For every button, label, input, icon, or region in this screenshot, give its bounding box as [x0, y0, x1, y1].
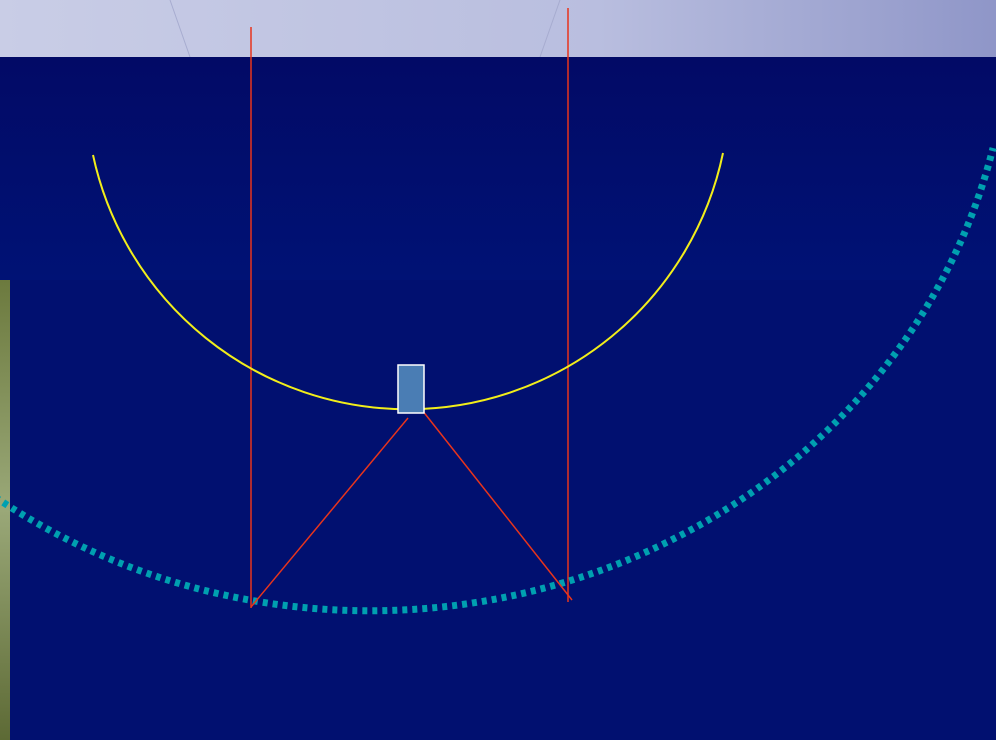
photo-detail	[539, 0, 561, 58]
photo-detail	[169, 0, 191, 58]
background-upper	[0, 57, 996, 280]
photo-strip-left	[0, 280, 12, 740]
photo-strip-top	[0, 0, 996, 57]
background-lower	[10, 280, 996, 740]
device-box	[397, 364, 425, 414]
red-diagonal-line	[250, 417, 409, 608]
red-diagonal-line	[421, 409, 573, 601]
teal-dotted-arc	[0, 147, 997, 615]
